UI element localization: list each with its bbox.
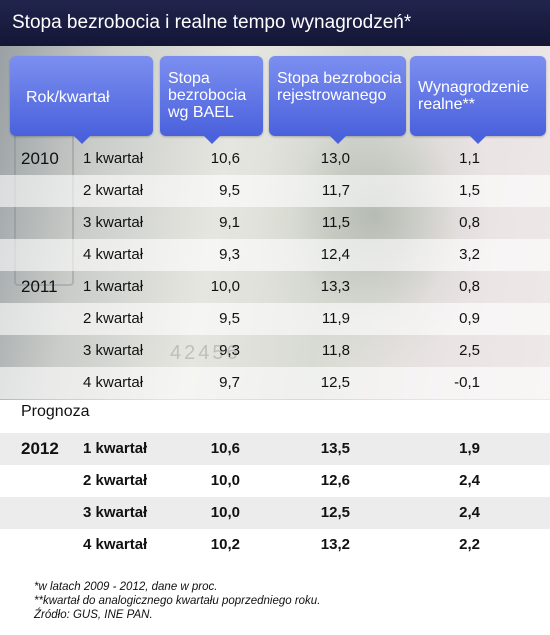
bael-cell: 9,3 <box>219 342 240 359</box>
wages-cell: 2,4 <box>459 504 480 521</box>
table-row: 2 kwartał 10,0 12,6 2,4 <box>0 465 550 497</box>
wages-cell: -0,1 <box>454 374 480 391</box>
bael-cell: 10,0 <box>210 472 240 489</box>
registered-cell: 13,3 <box>320 278 350 295</box>
registered-cell: 13,0 <box>320 150 350 167</box>
quarter-cell: 2 kwartał <box>83 472 148 489</box>
table-row: 3 kwartał 9,1 11,5 0,8 <box>0 207 550 239</box>
bael-cell: 9,3 <box>219 246 240 263</box>
bael-cell: 10,6 <box>210 150 240 167</box>
table-row: 4 kwartał 10,2 13,2 2,2 <box>0 529 550 561</box>
wages-cell: 0,9 <box>459 310 480 327</box>
registered-cell: 13,2 <box>320 536 350 553</box>
table-row: 4 kwartał 9,3 12,4 3,2 <box>0 239 550 271</box>
bael-cell: 9,5 <box>219 310 240 327</box>
column-header-period: Rok/kwartał <box>10 56 153 144</box>
quarter-cell: 2 kwartał <box>83 310 144 327</box>
registered-cell: 12,4 <box>320 246 350 263</box>
column-header-bael: Stopa bezrobocia wg BAEL <box>160 56 263 144</box>
quarter-cell: 1 kwartał <box>83 278 144 295</box>
quarter-cell: 4 kwartał <box>83 246 144 263</box>
registered-cell: 11,8 <box>321 342 350 359</box>
wages-cell: 1,1 <box>459 150 480 167</box>
year-cell: 2011 <box>21 277 58 296</box>
quarter-cell: 3 kwartał <box>83 214 144 231</box>
wages-cell: 2,2 <box>459 536 480 553</box>
forecast-label: Prognoza <box>21 403 90 420</box>
registered-cell: 12,5 <box>320 504 350 521</box>
wages-cell: 2,5 <box>459 342 480 359</box>
year-cell: 2010 <box>21 149 59 168</box>
table-row: 4 kwartał 9,7 12,5 -0,1 <box>0 367 550 399</box>
footnotes: *w latach 2009 - 2012, dane w proc. **kw… <box>34 580 320 622</box>
registered-cell: 12,6 <box>320 472 350 489</box>
registered-cell: 11,7 <box>321 182 350 199</box>
footnote-data-note: *w latach 2009 - 2012, dane w proc. <box>34 581 218 593</box>
bael-cell: 10,2 <box>210 536 240 553</box>
wages-cell: 0,8 <box>459 278 480 295</box>
wages-cell: 1,5 <box>459 182 480 199</box>
table-row: 3 kwartał 9,3 11,8 2,5 <box>0 335 550 367</box>
column-header-wages: Wynagrodzenie realne** <box>410 56 546 144</box>
table-row: 2 kwartał 9,5 11,7 1,5 <box>0 175 550 207</box>
quarter-cell: 1 kwartał <box>83 150 144 167</box>
footnote-quarter-note: **kwartał do analogicznego kwartału popr… <box>34 595 321 607</box>
table-row: 2 kwartał 9,5 11,9 0,9 <box>0 303 550 335</box>
registered-cell: 13,5 <box>320 440 350 457</box>
wages-cell: 1,9 <box>459 440 480 457</box>
wages-cell: 2,4 <box>459 472 480 489</box>
table-row: 3 kwartał 10,0 12,5 2,4 <box>0 497 550 529</box>
registered-cell: 12,5 <box>320 374 350 391</box>
bael-cell: 10,0 <box>210 278 240 295</box>
page-title: Stopa bezrobocia i realne tempo wynagrod… <box>0 0 550 46</box>
wages-cell: 3,2 <box>459 246 480 263</box>
registered-cell: 11,9 <box>321 310 350 327</box>
registered-cell: 11,5 <box>321 214 350 231</box>
table-row: 2011 1 kwartał 10,0 13,3 0,8 <box>0 271 550 303</box>
bael-cell: 9,1 <box>219 214 240 231</box>
bael-cell: 10,6 <box>210 440 240 457</box>
banknote-serial-number: 42456 <box>170 342 241 364</box>
table-row: 2012 1 kwartał 10,6 13,5 1,9 <box>0 433 550 465</box>
wages-cell: 0,8 <box>459 214 480 231</box>
quarter-cell: 3 kwartał <box>83 504 148 521</box>
footnote-source: Źródło: GUS, INE PAN. <box>34 609 153 621</box>
bael-cell: 9,5 <box>219 182 240 199</box>
quarter-cell: 1 kwartał <box>83 440 148 457</box>
column-header-registered: Stopa bezrobocia rejestrowanego <box>269 56 406 144</box>
bael-cell: 10,0 <box>210 504 240 521</box>
year-cell: 2012 <box>21 439 59 458</box>
bael-cell: 9,7 <box>219 374 240 391</box>
quarter-cell: 2 kwartał <box>83 182 144 199</box>
table-row: 2010 1 kwartał 10,6 13,0 1,1 <box>0 143 550 175</box>
quarter-cell: 4 kwartał <box>83 536 148 553</box>
quarter-cell: 4 kwartał <box>83 374 144 391</box>
quarter-cell: 3 kwartał <box>83 342 144 359</box>
